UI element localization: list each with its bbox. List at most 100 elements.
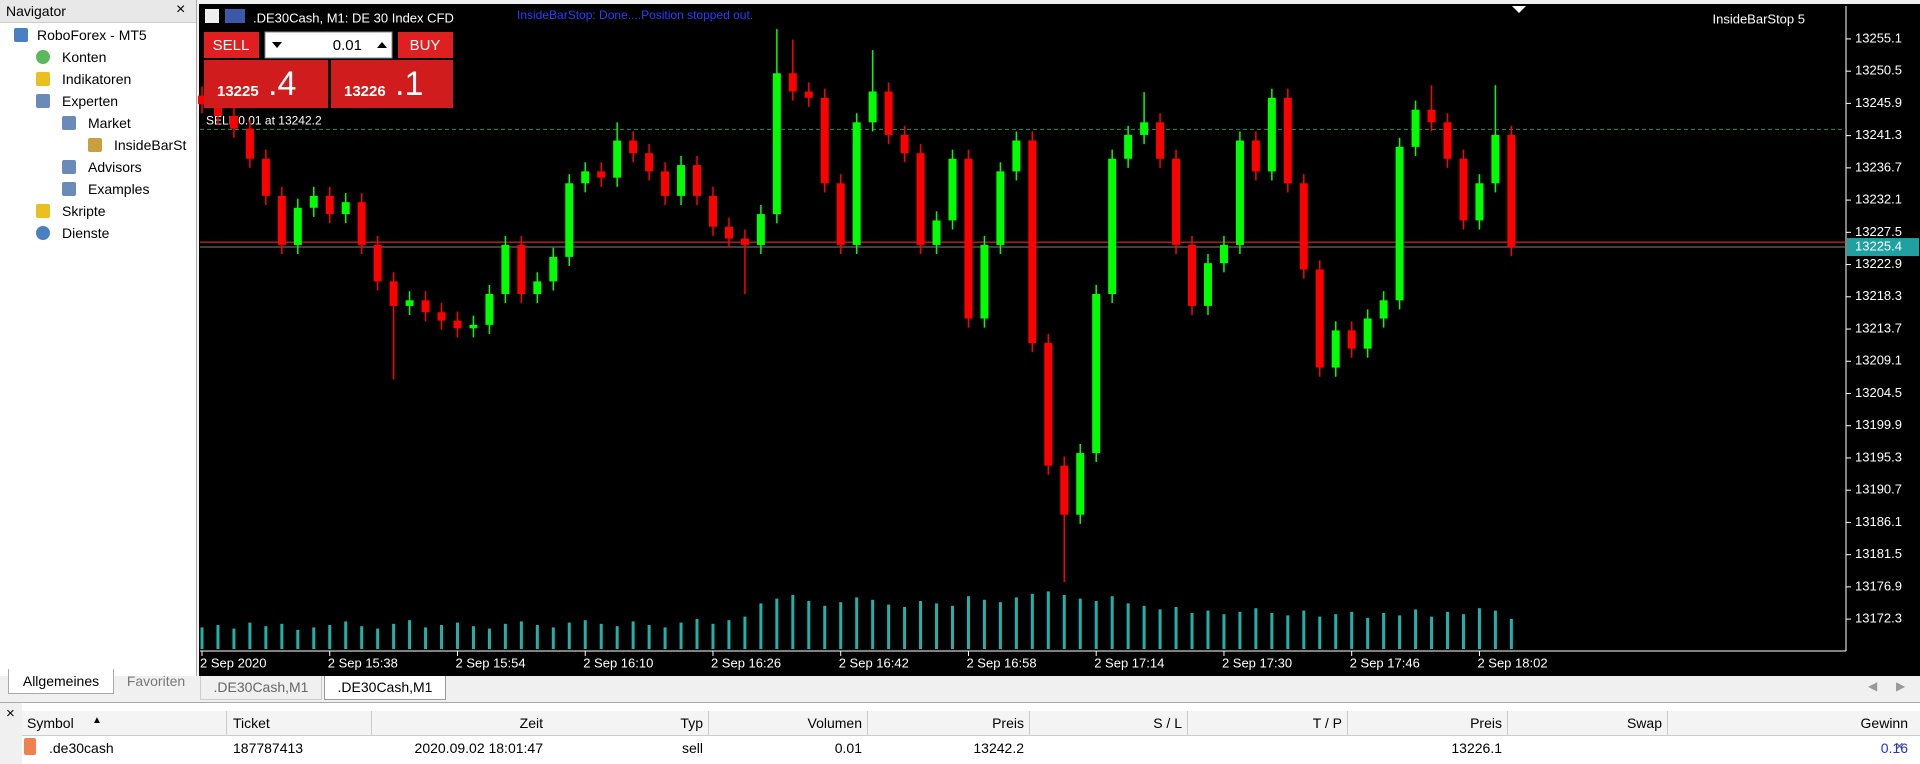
volume-bar: [1366, 617, 1370, 649]
y-tick-label: 13245.9: [1855, 95, 1902, 110]
bid-box[interactable]: [204, 60, 328, 108]
y-tick-label: 13232.1: [1855, 192, 1902, 207]
volume-bar: [1318, 616, 1322, 649]
candle-body: [245, 128, 254, 159]
volume-bar: [1430, 616, 1434, 649]
volume-bar: [1030, 593, 1034, 649]
candle-body: [565, 183, 574, 257]
candle-body: [341, 202, 350, 215]
buy-button[interactable]: [398, 32, 453, 58]
lot-down[interactable]: [272, 42, 282, 48]
candle-body: [852, 122, 861, 245]
sell-label: SELL: [213, 37, 250, 54]
candle-body: [1076, 453, 1085, 515]
candle-body: [1124, 134, 1133, 159]
candle-body: [1012, 140, 1021, 172]
volume-bar: [1206, 610, 1210, 649]
volume-bar: [711, 623, 715, 649]
tab[interactable]: Favoriten: [126, 673, 186, 689]
candle-body: [325, 195, 334, 215]
volume-bar: [232, 628, 236, 649]
volume-bar: [743, 616, 747, 649]
volume-bar: [535, 625, 539, 649]
toolbox-close[interactable]: ×: [6, 705, 15, 722]
candle-body: [1427, 109, 1436, 123]
x-tick-label: 2 Sep 16:58: [966, 655, 1036, 670]
candle-body: [1060, 465, 1069, 515]
toolbox: × × Symbol Ticket Zeit Typ Volumen Preis S / L…: [0, 702, 1920, 764]
expert-icon: [88, 138, 102, 152]
lot-value: 0.01: [333, 37, 362, 54]
tree-item[interactable]: Skripte: [62, 203, 106, 219]
chart-tab[interactable]: .DE30Cash,M1: [200, 676, 322, 700]
candle-body: [1491, 134, 1500, 184]
candle-body: [229, 116, 238, 129]
tree-item[interactable]: Dienste: [62, 225, 110, 241]
volume-bar: [1398, 615, 1402, 649]
y-tick-label: 13241.3: [1855, 127, 1902, 142]
candle-body: [1299, 183, 1308, 270]
ask-box[interactable]: [331, 60, 453, 108]
volume-bar: [424, 627, 428, 649]
tab-active[interactable]: Allgemeines: [8, 669, 114, 694]
candle-body: [740, 238, 749, 245]
x-tick-label: 2 Sep 15:38: [328, 655, 398, 670]
candle-body: [1411, 109, 1420, 147]
bid-big: 13225: [217, 83, 259, 100]
expert-message: InsideBarStop: Done....Position stopped …: [517, 8, 753, 22]
tree-item[interactable]: RoboForex - MT5: [37, 27, 147, 43]
volume-bar: [759, 603, 763, 649]
candle-body: [389, 281, 398, 306]
tree-item[interactable]: Advisors: [88, 159, 142, 175]
chart-background: [199, 4, 1920, 676]
volume-bar: [1142, 605, 1146, 649]
tree-item[interactable]: Experten: [62, 93, 119, 109]
volume-bar: [935, 603, 939, 649]
candle-body: [1235, 140, 1244, 245]
column-header: S / L: [1153, 715, 1182, 731]
scroll-right[interactable]: ▶: [1896, 679, 1906, 693]
candle-body: [916, 153, 925, 245]
candle-body: [1028, 140, 1037, 344]
volume-bar: [264, 626, 268, 649]
column-divider: [1347, 711, 1348, 735]
table-cell: 187787413: [233, 740, 304, 756]
volume-bar: [1302, 610, 1306, 649]
column-header: Typ: [680, 715, 703, 731]
candle-body: [932, 220, 941, 245]
volume-bar: [615, 626, 619, 649]
lot-field[interactable]: [264, 31, 393, 59]
y-tick-label: 13199.9: [1855, 417, 1902, 432]
close-button[interactable]: ×: [176, 1, 186, 18]
candle-body: [533, 281, 542, 294]
tree-item[interactable]: InsideBarSt: [114, 137, 187, 153]
lot-up[interactable]: [377, 42, 387, 48]
candle-body: [868, 91, 877, 123]
candle-body: [629, 140, 638, 154]
y-tick-label: 13195.3: [1855, 449, 1902, 464]
volume-bar: [663, 627, 667, 649]
volume-bar: [1158, 609, 1162, 649]
candle-body: [1347, 330, 1356, 349]
volume-bar: [408, 620, 412, 649]
candle-body: [980, 244, 989, 319]
tree-item[interactable]: Market: [88, 115, 131, 131]
candle-body: [724, 226, 733, 239]
scroll-left[interactable]: ◀: [1868, 679, 1878, 693]
x-tick-label: 2 Sep 16:10: [583, 655, 653, 670]
column-header: Swap: [1626, 715, 1662, 731]
y-tick-label: 13213.7: [1855, 320, 1902, 335]
volume-bar: [839, 602, 843, 649]
tree-item[interactable]: Konten: [62, 49, 107, 65]
tree-item[interactable]: Examples: [88, 181, 150, 197]
table-cell: 13226.1: [1451, 740, 1502, 756]
sort-indicator[interactable]: ▲: [92, 715, 102, 726]
tree-item[interactable]: Indikatoren: [62, 71, 132, 87]
close-position[interactable]: ×: [1895, 738, 1904, 755]
candle-body: [597, 171, 606, 178]
chart-tab-active[interactable]: .DE30Cash,M1: [324, 676, 446, 700]
candle-body: [1251, 140, 1260, 172]
x-tick-label: 2 Sep 18:02: [1477, 655, 1547, 670]
sell-button[interactable]: [204, 32, 259, 58]
